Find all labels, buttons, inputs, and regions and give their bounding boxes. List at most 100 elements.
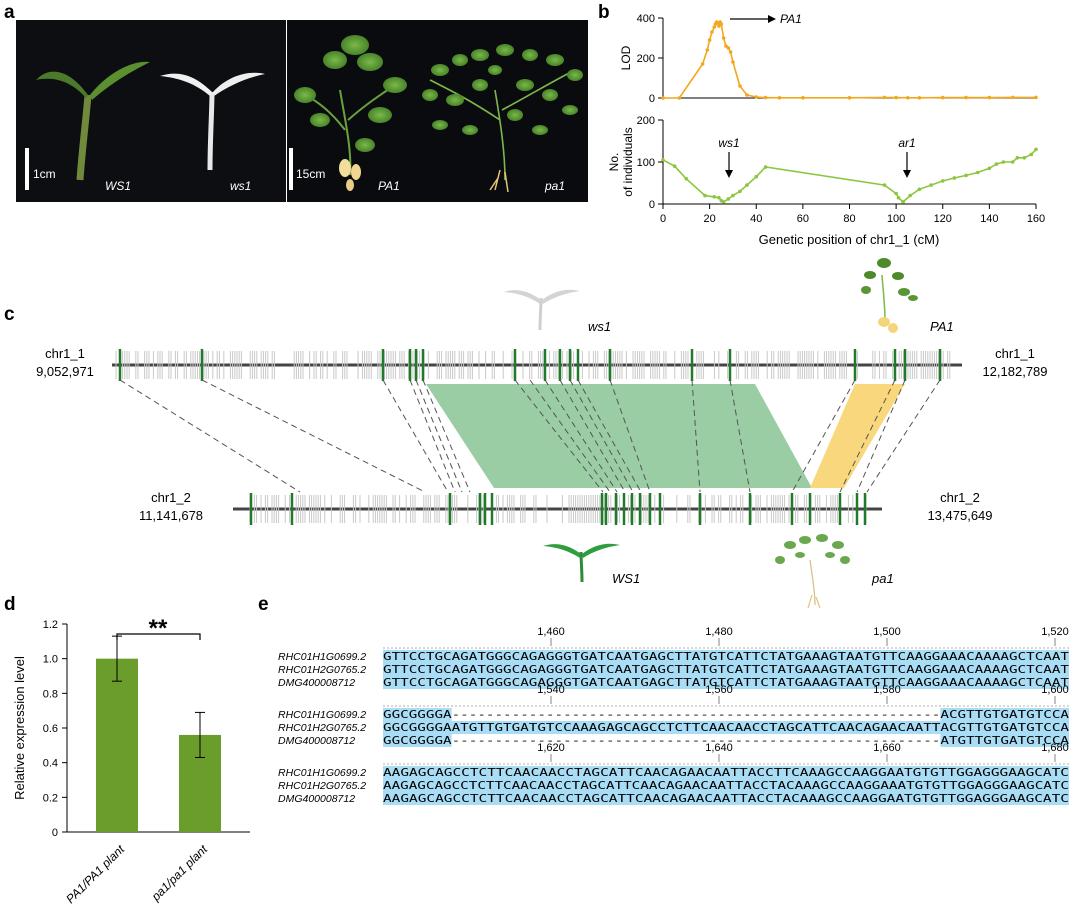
aligned-segment [940, 708, 1069, 721]
count-ytick-0: 0 [649, 199, 655, 211]
alignment-position-label: 1,480 [705, 626, 733, 638]
count-y-label-line1: No. [607, 153, 621, 172]
ws1-white-seedling-image [160, 72, 265, 171]
sequence-text: GGCGGGGA--------------------------------… [383, 710, 1069, 721]
lod-point [940, 95, 945, 100]
count-point [964, 173, 968, 178]
panel-letter-e: e [258, 594, 269, 615]
count-x-ticks: 0 20 40 60 80 100 120 140 160 [660, 204, 1045, 225]
sequence-text: GGCGGGGAATGTTGTGATGTCCAAAGAGCAGCCTCTTCAA… [383, 723, 1069, 734]
count-point [987, 166, 992, 171]
pa1-arrow-label: PA1 [780, 12, 802, 26]
chr1-1-highlight-markers [118, 349, 942, 381]
count-point [1029, 152, 1034, 157]
aligned-segment [940, 734, 1069, 747]
alignment-position-label: 1,620 [537, 742, 565, 754]
ws1-green-seedling-image [36, 61, 150, 181]
aligned-segment [383, 676, 1069, 689]
sequence-name: RHC01H1G0699.2 [278, 709, 366, 721]
synteny-region-pa1 [810, 384, 905, 488]
panel-e-alignment: 1,460 1,480 1,500 1,520 RHC01H1G0699.2 GTTCCT… [278, 626, 1069, 805]
x-tick-label: 0 [660, 213, 666, 225]
label-PA1-icon: PA1 [930, 319, 954, 334]
sequence-text: GTTCCTGCAGATGGGCAGAGGGTGATCAATGAGCTTATGT… [383, 665, 1069, 676]
x-tick-label: 120 [934, 213, 952, 225]
chr1-1-markers [115, 351, 951, 379]
alignment-position-label: 1,640 [705, 742, 733, 754]
lod-point [705, 48, 710, 52]
sequence-text: GTTCCTGCAGATGGGCAGAGGGTGATCAATGAGCTTATGT… [383, 652, 1069, 663]
photo-plants-background [287, 20, 588, 202]
pa1-plant-image [422, 44, 583, 193]
lod-point [894, 95, 898, 100]
sequence-text: AAGAGCAGCCTCTTCAACAACCTAGCATTCAACAGAACAA… [383, 781, 1069, 792]
count-series-points [661, 147, 1038, 204]
chr1-2-left-position: 11,141,678 [139, 508, 203, 523]
label-WS1-icon: WS1 [612, 571, 640, 586]
connector-line [691, 379, 701, 493]
count-point [738, 189, 742, 194]
alignment-position-label: 1,600 [1041, 684, 1069, 696]
lod-point [1034, 95, 1038, 100]
x-tick-label: 160 [1027, 213, 1045, 225]
chr1-1-right-position: 12,182,789 [982, 364, 1047, 379]
connector-line [577, 379, 642, 493]
x-tick-label: 40 [750, 213, 762, 225]
significance-bracket [116, 633, 201, 640]
count-point [975, 170, 980, 175]
connector-line [409, 379, 456, 493]
panel-letter-a: a [4, 2, 15, 23]
synteny-connectors [119, 379, 941, 493]
panel-letter-d: d [4, 594, 16, 615]
count-point [929, 183, 933, 187]
count-point [1015, 156, 1020, 160]
lod-point [717, 24, 721, 28]
panel-c-synteny: chr1_1 9,052,971 chr1_1 12,182,789 chr1_… [36, 258, 1048, 609]
sequence-name: RHC01H2G0765.2 [278, 664, 366, 676]
lod-y-label: LOD [619, 45, 633, 70]
lod-point [847, 96, 852, 100]
label-PA1-photo: PA1 [378, 179, 400, 193]
sequence-name: RHC01H1G0699.2 [278, 767, 366, 779]
label-WS1-photo: WS1 [105, 179, 131, 193]
alignment-position-label: 1,660 [873, 742, 901, 754]
sequence-name: RHC01H1G0699.2 [278, 651, 366, 663]
connector-line [529, 379, 611, 493]
bar-category-label: PA1/PA1 plant [63, 842, 127, 906]
count-point [726, 197, 731, 201]
bar-y-tick-label: 0.2 [43, 792, 58, 804]
alignment-position-label: 1,580 [873, 684, 901, 696]
lod-point [801, 96, 805, 100]
connector-line [569, 379, 634, 493]
bar-y-ticks: 0 0.2 0.4 0.6 0.8 1.0 1.2 [43, 619, 67, 839]
count-series-line [662, 148, 1037, 203]
lod-point [905, 96, 910, 100]
lod-point [745, 93, 749, 97]
chr1-1-right-name: chr1_1 [995, 346, 1035, 361]
PA1-plant-icon [861, 258, 918, 333]
bar-y-tick-label: 0.8 [43, 688, 58, 700]
lod-point [719, 22, 724, 26]
aligned-segment [383, 708, 452, 721]
lod-point [754, 95, 759, 99]
count-point [745, 183, 749, 187]
count-point [896, 195, 901, 200]
lod-point [707, 38, 712, 42]
alignment-position-label: 1,560 [705, 684, 733, 696]
count-point [1022, 156, 1027, 160]
count-ytick-200: 200 [637, 115, 655, 127]
bar-y-tick-label: 1.2 [43, 619, 58, 631]
sequence-name: RHC01H2G0765.2 [278, 780, 366, 792]
connector-line [839, 379, 896, 493]
aligned-segment [383, 779, 1069, 792]
bar-y-tick-label: 0.4 [43, 758, 58, 770]
lod-point [964, 95, 968, 100]
count-point [917, 187, 922, 192]
count-point [731, 193, 735, 198]
count-point [952, 176, 957, 180]
scale-label-15cm: 15cm [296, 167, 325, 181]
green-seedling-icon [543, 543, 620, 583]
photo-seedlings-background [16, 20, 286, 202]
sequence-name: DMG400008712 [278, 677, 355, 689]
